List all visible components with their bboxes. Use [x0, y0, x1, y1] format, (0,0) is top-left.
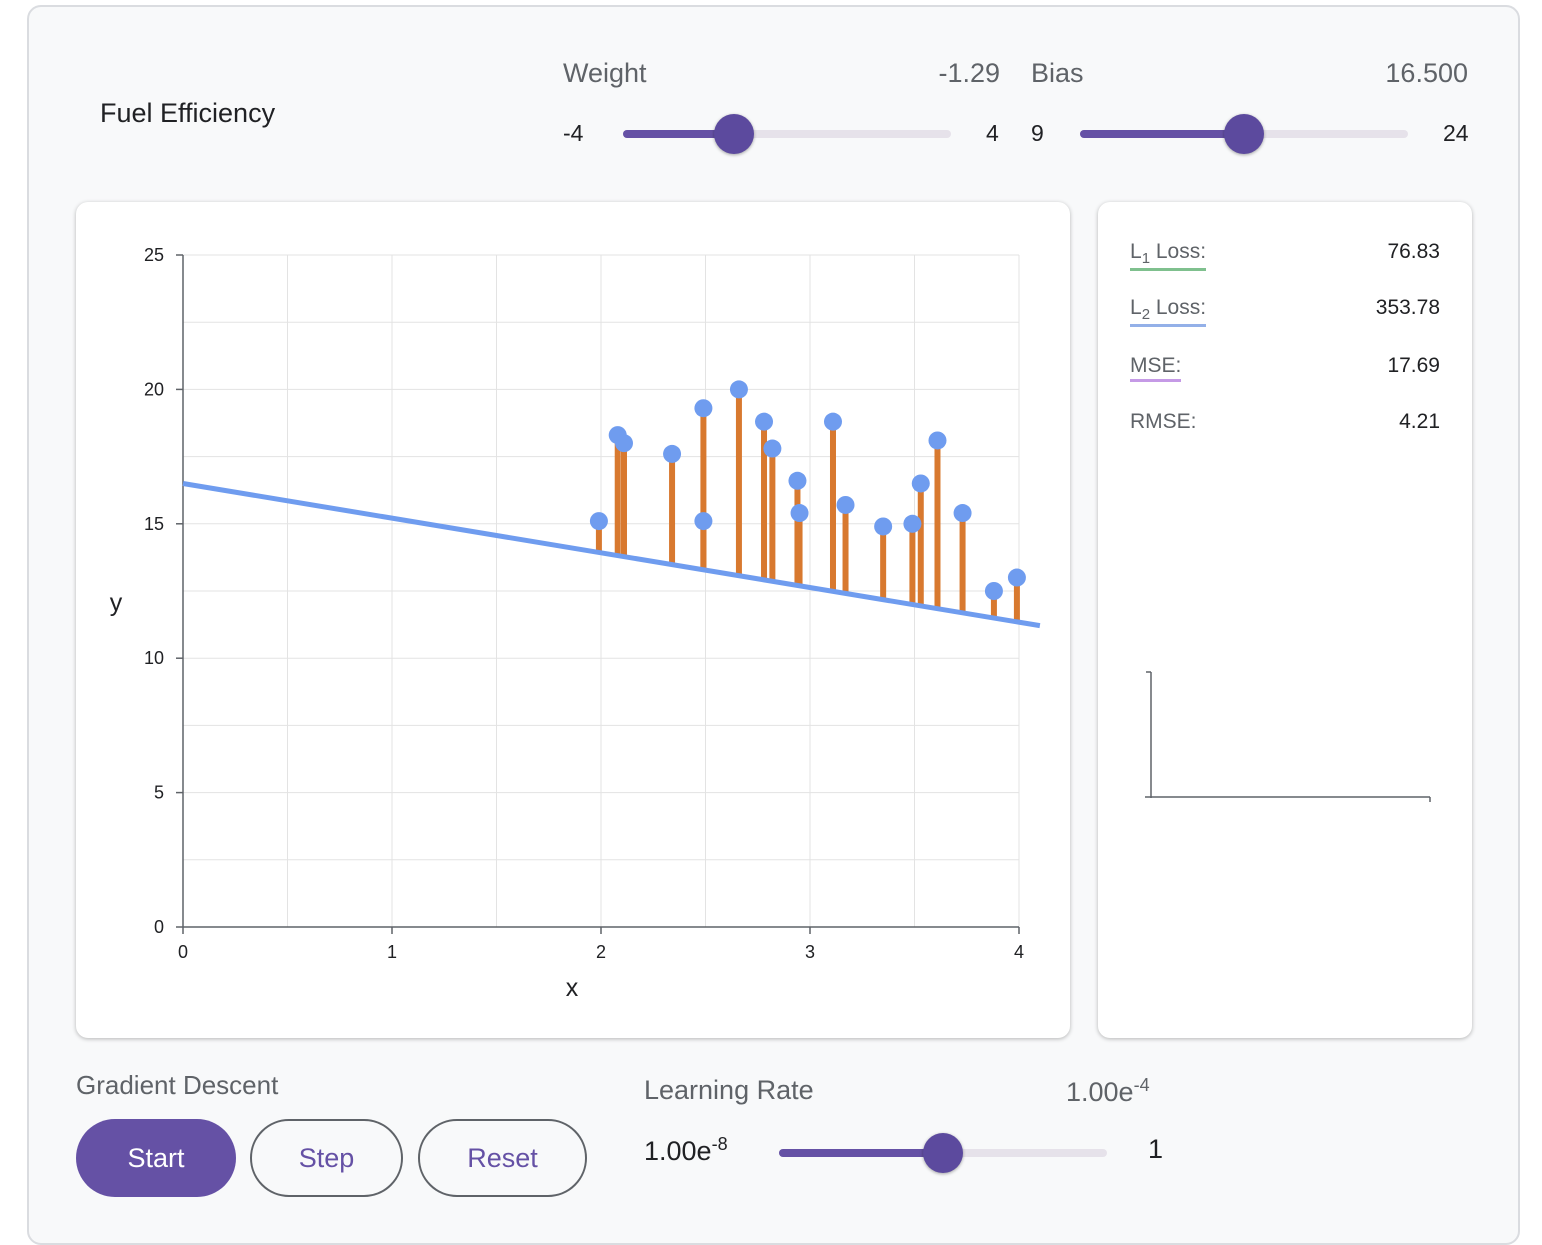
- data-point: [911, 474, 930, 493]
- x-axis-label: x: [566, 974, 579, 1002]
- l1-loss-value: 76.83: [1387, 240, 1440, 263]
- bias-max: 24: [1443, 120, 1469, 146]
- data-point: [788, 471, 807, 490]
- x-tick-label: 0: [178, 942, 188, 962]
- data-point: [928, 431, 947, 450]
- start-button[interactable]: Start: [76, 1119, 236, 1197]
- weight-label: Weight: [563, 58, 647, 88]
- learning-rate-max: 1: [1148, 1134, 1164, 1164]
- x-tick-label: 3: [805, 942, 815, 962]
- y-tick-label: 10: [144, 648, 164, 668]
- chart-grid: [182, 254, 1020, 928]
- y-tick-label: 5: [154, 783, 164, 803]
- y-tick-label: 20: [144, 379, 164, 399]
- learning-rate-label: Learning Rate: [644, 1075, 814, 1105]
- scatter-chart: 0 1 2 3 4 0 5 10 15 20 25 x y: [110, 245, 1041, 1002]
- loss-history-chart: [1145, 671, 1431, 802]
- learning-rate-slider-thumb[interactable]: [923, 1133, 963, 1173]
- bias-min: 9: [1031, 120, 1044, 146]
- l2-loss-row: L2 Loss: 353.78: [1130, 296, 1440, 330]
- x-tick-label: 1: [387, 942, 397, 962]
- learning-rate-min: 1.00e-8: [644, 1134, 728, 1166]
- data-point: [1007, 568, 1026, 587]
- data-point: [763, 439, 782, 458]
- bias-value: 16.500: [1385, 58, 1468, 88]
- data-point: [614, 434, 633, 453]
- rmse-row: RMSE: 4.21: [1130, 410, 1440, 444]
- mse-row: MSE: 17.69: [1130, 354, 1440, 388]
- data-point: [589, 512, 608, 531]
- data-point: [755, 412, 774, 431]
- l1-loss-label: L1 Loss:: [1130, 240, 1207, 272]
- reset-button[interactable]: Reset: [418, 1119, 587, 1197]
- learning-rate-value: 1.00e-4: [1066, 1075, 1150, 1107]
- fit-line: [182, 481, 1041, 629]
- step-button[interactable]: Step: [250, 1119, 403, 1197]
- weight-slider-thumb[interactable]: [714, 114, 755, 154]
- x-tick-label: 4: [1014, 942, 1024, 962]
- weight-max: 4: [986, 120, 999, 146]
- learning-rate-slider-fill: [779, 1149, 943, 1157]
- data-point: [984, 582, 1003, 600]
- mse-value: 17.69: [1387, 354, 1440, 377]
- data-point: [953, 504, 972, 523]
- y-tick-label: 15: [144, 514, 164, 534]
- y-axis-label: y: [110, 589, 123, 617]
- bias-slider-thumb[interactable]: [1224, 114, 1264, 154]
- weight-slider[interactable]: [623, 114, 951, 154]
- rmse-value: 4.21: [1399, 410, 1440, 433]
- gradient-descent-label: Gradient Descent: [76, 1070, 279, 1100]
- chart-fit-line: [182, 481, 1041, 629]
- data-point: [790, 504, 809, 523]
- weight-min: -4: [563, 120, 584, 146]
- y-tick-label: 0: [154, 917, 164, 937]
- page-title: Fuel Efficiency: [100, 98, 276, 128]
- data-point: [729, 380, 748, 399]
- bias-label: Bias: [1031, 58, 1084, 88]
- data-point: [836, 495, 855, 514]
- data-point: [903, 514, 922, 533]
- l2-loss-label: L2 Loss:: [1130, 296, 1207, 328]
- data-point: [694, 512, 713, 531]
- weight-slider-fill: [623, 130, 735, 138]
- l1-loss-row: L1 Loss: 76.83: [1130, 240, 1440, 274]
- bias-slider[interactable]: [1080, 114, 1408, 154]
- chart-points: [589, 380, 1026, 600]
- data-point: [663, 444, 682, 463]
- loss-card: L1 Loss: 76.83 L2 Loss: 353.78 MSE: 17.6…: [1098, 202, 1472, 1038]
- weight-value: -1.29: [938, 58, 1000, 88]
- data-point: [694, 399, 713, 418]
- x-tick-label: 2: [596, 942, 606, 962]
- mse-label: MSE:: [1130, 354, 1182, 382]
- chart-axes: 0 1 2 3 4 0 5 10 15 20 25: [144, 245, 1024, 962]
- data-point: [823, 412, 842, 431]
- learning-rate-slider[interactable]: [779, 1133, 1107, 1173]
- rmse-label: RMSE:: [1130, 410, 1197, 433]
- data-point: [874, 517, 893, 536]
- y-tick-label: 25: [144, 245, 164, 265]
- chart-card: 0 1 2 3 4 0 5 10 15 20 25 x y: [76, 202, 1070, 1038]
- l2-loss-value: 353.78: [1375, 296, 1440, 319]
- bias-slider-fill: [1080, 130, 1244, 138]
